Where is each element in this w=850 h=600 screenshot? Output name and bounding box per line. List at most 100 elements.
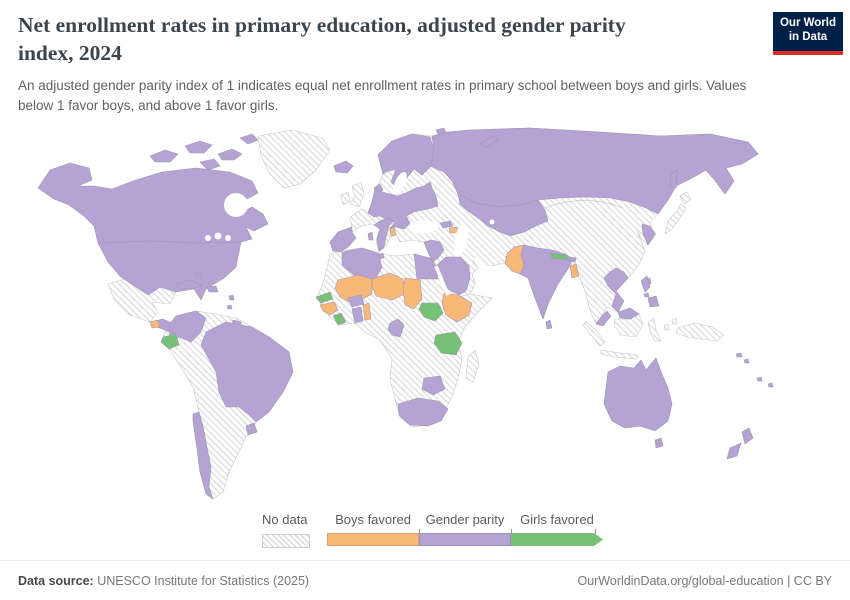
map-region-bahamas[interactable] [195, 272, 203, 278]
map-region-tasmania[interactable] [654, 437, 664, 449]
map-region-levant[interactable] [423, 239, 445, 263]
map-region-niger[interactable] [371, 272, 406, 301]
map-region-united-states[interactable] [97, 240, 242, 301]
legend-bar-block: Boys favored Gender parity Girls favored [327, 512, 605, 546]
page-subtitle: An adjusted gender parity index of 1 ind… [18, 78, 747, 113]
great-lake [225, 235, 231, 241]
map-region-tanzania[interactable] [433, 331, 463, 356]
map-region-algeria[interactable] [341, 247, 383, 283]
map-region-guatemala[interactable] [149, 319, 161, 329]
persian-gulf [469, 255, 490, 269]
girls-favored-swatch[interactable] [511, 533, 603, 546]
map-region-lesser-antilles[interactable] [226, 294, 235, 310]
aral-sea [489, 219, 495, 225]
data-source-text: UNESCO Institute for Statistics (2025) [93, 573, 310, 588]
great-lake [214, 232, 222, 240]
legend-parity-label: Gender parity [425, 512, 505, 527]
map-region-philippines[interactable] [640, 275, 660, 308]
map-region-central-asia[interactable] [457, 193, 549, 237]
map-region-zimbabwe[interactable] [421, 375, 446, 396]
legend-tick [419, 529, 420, 534]
map-region-iberia[interactable] [329, 226, 357, 253]
map-region-arctic-islands[interactable] [149, 133, 259, 171]
map-region-colombia[interactable] [168, 310, 207, 343]
map-region-sumatra[interactable] [582, 321, 606, 347]
map-region-new-guinea[interactable] [675, 322, 725, 342]
map-region-australia[interactable] [603, 357, 673, 432]
map-region-fiji[interactable] [767, 382, 774, 388]
map-region-scandinavia[interactable] [377, 133, 435, 190]
sea-shapes [205, 171, 495, 296]
legend-girls-label: Girls favored [520, 512, 594, 527]
map-region-brazil[interactable] [200, 321, 294, 423]
map-region-new-zealand[interactable] [726, 427, 754, 460]
map-region-south-africa[interactable] [397, 397, 449, 427]
map-region-guinea[interactable] [319, 301, 339, 316]
chart-footer: Data source: UNESCO Institute for Statis… [0, 560, 850, 600]
boys-favored-swatch[interactable] [327, 533, 419, 546]
map-region-moluccas[interactable] [663, 317, 678, 331]
hudson-bay [224, 193, 248, 217]
map-region-benin-togo[interactable] [362, 302, 372, 321]
map-region-sakhalin[interactable] [669, 169, 678, 189]
page-title: Net enrollment rates in primary educatio… [18, 12, 758, 67]
great-lake [205, 235, 211, 241]
map-region-bhutan[interactable] [569, 256, 577, 263]
map-region-java[interactable] [600, 349, 639, 360]
title-line1: Net enrollment rates in primary educatio… [18, 13, 626, 37]
map-region-ecuador[interactable] [160, 333, 180, 350]
map-region-ireland[interactable] [340, 191, 351, 206]
map-region-borneo-north[interactable] [617, 307, 640, 320]
map-region-vanuatu[interactable] [756, 376, 763, 382]
map-region-sri-lanka[interactable] [545, 319, 553, 330]
black-sea [410, 220, 438, 234]
map-region-madagascar[interactable] [465, 349, 480, 383]
map-region-russia[interactable] [430, 127, 759, 215]
map-region-korea[interactable] [641, 223, 656, 246]
baltic-sea [393, 171, 407, 195]
map-region-albania[interactable] [389, 226, 397, 237]
map-region-chile[interactable] [192, 411, 214, 500]
map-region-sulawesi[interactable] [647, 317, 662, 342]
caspian-sea [453, 223, 469, 257]
map-region-bangladesh[interactable] [569, 263, 580, 279]
map-region-malay-peninsula[interactable] [595, 310, 612, 327]
map-region-vietnam-laos[interactable] [603, 267, 629, 313]
title-line2: index, 2024 [18, 40, 122, 65]
map-region-liberia[interactable] [332, 312, 347, 326]
map-region-ethiopia[interactable] [441, 292, 473, 323]
map-region-japan[interactable] [664, 203, 687, 235]
map-region-burkina-faso[interactable] [347, 294, 365, 308]
map-region-hokkaido[interactable] [679, 191, 692, 205]
border-china-mongolia [544, 200, 623, 209]
map-region-hispaniola[interactable] [206, 285, 219, 293]
gender-parity-swatch[interactable] [419, 533, 511, 546]
map-region-chad[interactable] [402, 277, 423, 310]
map-region-italy[interactable] [373, 217, 395, 252]
map-region-uruguay[interactable] [245, 422, 258, 436]
map-region-greenland[interactable] [257, 129, 331, 189]
map-region-solomon-islands[interactable] [735, 352, 750, 364]
map-region-congo[interactable] [387, 318, 405, 338]
legend-tick [595, 529, 596, 534]
red-sea [434, 265, 450, 296]
map-region-senegal[interactable] [315, 291, 334, 304]
map-region-georgia[interactable] [439, 220, 454, 229]
map-region-cuba[interactable] [175, 279, 204, 290]
legend-no-data-label: No data [262, 512, 308, 527]
map-region-iceland[interactable] [333, 160, 354, 174]
world-choropleth-map[interactable] [0, 126, 850, 511]
legend-boys-label: Boys favored [335, 512, 411, 527]
map-region-nepal[interactable] [549, 252, 569, 261]
map-region-novaya-zemlya[interactable] [479, 135, 499, 149]
map-region-ghana[interactable] [351, 306, 364, 324]
footer-link[interactable]: OurWorldinData.org/global-education | CC… [577, 573, 832, 588]
no-data-swatch[interactable] [262, 534, 310, 548]
legend-no-data[interactable]: No data [262, 512, 310, 548]
map-region-united-kingdom[interactable] [349, 181, 365, 208]
legend-tick [511, 529, 512, 534]
map-region-south-sudan[interactable] [418, 302, 444, 322]
legend-color-bar[interactable] [327, 533, 605, 546]
owid-logo[interactable]: Our World in Data [773, 12, 843, 55]
